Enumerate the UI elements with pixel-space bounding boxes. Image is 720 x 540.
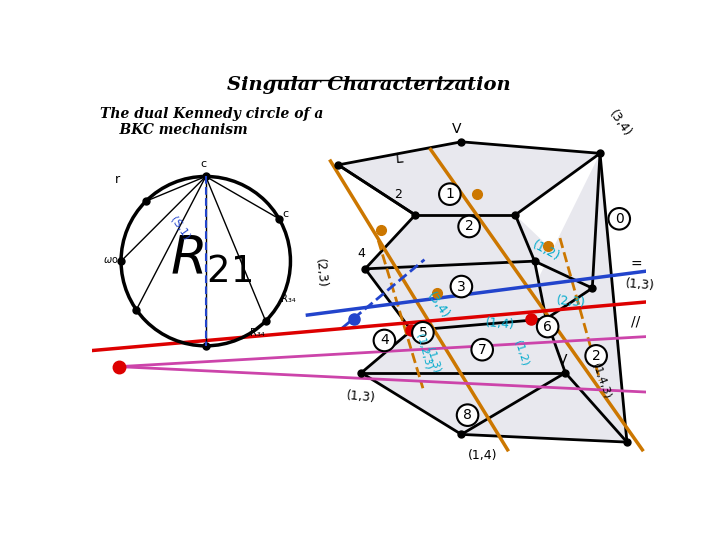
- Text: c: c: [282, 210, 288, 219]
- Text: R₃₄: R₃₄: [251, 328, 265, 338]
- Circle shape: [585, 345, 607, 367]
- Circle shape: [537, 316, 559, 338]
- Text: (1,3): (1,3): [424, 347, 442, 375]
- Text: (2,3): (2,3): [312, 258, 328, 289]
- Circle shape: [608, 208, 630, 230]
- Circle shape: [412, 322, 433, 343]
- Text: (1,4): (1,4): [467, 449, 497, 462]
- Text: (3,4): (3,4): [425, 289, 452, 321]
- Text: 4: 4: [357, 247, 365, 260]
- Circle shape: [456, 404, 478, 426]
- Text: $\omega$oc: $\omega$oc: [102, 255, 123, 265]
- Circle shape: [472, 339, 493, 361]
- Text: (S,1): (S,1): [168, 214, 192, 241]
- Text: (3,4): (3,4): [606, 108, 634, 139]
- Text: 2: 2: [592, 349, 600, 363]
- Text: r: r: [115, 173, 120, 186]
- Text: c: c: [200, 159, 207, 169]
- Text: (1,2): (1,2): [513, 339, 531, 367]
- Text: (1,2): (1,2): [530, 239, 562, 264]
- Text: 0: 0: [615, 212, 624, 226]
- Text: V: V: [452, 122, 462, 136]
- Polygon shape: [361, 261, 565, 373]
- Circle shape: [374, 330, 395, 351]
- Circle shape: [459, 215, 480, 237]
- Text: 3: 3: [457, 280, 466, 294]
- Text: 2: 2: [464, 219, 474, 233]
- Text: (1,4,3): (1,4,3): [590, 362, 613, 400]
- Polygon shape: [365, 215, 593, 288]
- Circle shape: [451, 276, 472, 298]
- Text: (2,3): (2,3): [555, 294, 586, 310]
- Text: (1,4): (1,4): [485, 316, 516, 332]
- Text: V: V: [558, 353, 568, 367]
- Circle shape: [439, 184, 461, 205]
- Text: (1,2,3): (1,2,3): [415, 332, 434, 370]
- Text: 6: 6: [543, 320, 552, 334]
- Text: =: =: [631, 258, 642, 272]
- Text: //: //: [631, 314, 640, 328]
- Text: $R_{21}$: $R_{21}$: [171, 233, 253, 285]
- Text: 5: 5: [418, 326, 427, 340]
- Text: R₃₄: R₃₄: [282, 294, 296, 304]
- Text: (1,3): (1,3): [346, 389, 377, 404]
- Text: 1: 1: [446, 187, 454, 201]
- Text: 8: 8: [463, 408, 472, 422]
- Text: [photo]: [photo]: [30, 483, 60, 492]
- Polygon shape: [361, 319, 627, 442]
- Text: The dual Kennedy circle of a
    BKC mechanism: The dual Kennedy circle of a BKC mechani…: [99, 107, 323, 137]
- Polygon shape: [462, 153, 627, 442]
- Polygon shape: [338, 142, 600, 215]
- Text: 7: 7: [478, 343, 487, 357]
- Text: Singular Characterization: Singular Characterization: [228, 76, 510, 93]
- Text: 4: 4: [380, 334, 389, 347]
- Text: 2: 2: [395, 188, 402, 201]
- Text: (1,3): (1,3): [625, 277, 655, 293]
- Text: L: L: [395, 152, 403, 166]
